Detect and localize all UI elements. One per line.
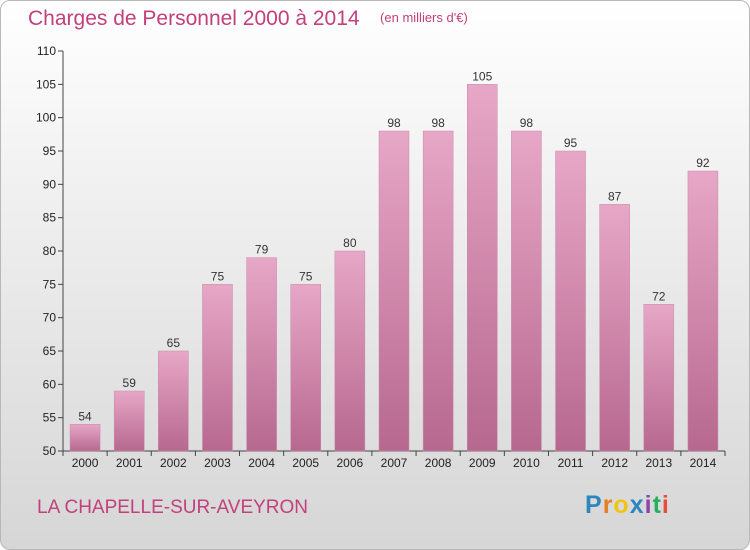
logo-letter: P [585,491,603,519]
bar-2010 [511,130,542,452]
data-label-2007: 98 [387,116,401,130]
x-tick-label-2011: 2011 [558,456,584,470]
x-tick-label-2002: 2002 [160,456,187,470]
logo-letter: i [661,491,670,519]
y-tick-label: 100 [36,111,56,125]
y-tick-label: 55 [43,411,57,425]
x-tick-label-2009: 2009 [469,456,496,470]
bars-group [69,84,719,452]
x-tick-label-2013: 2013 [645,456,672,470]
y-tick-label: 60 [43,377,57,391]
bar-2009 [467,84,498,452]
data-label-2000: 54 [78,409,92,423]
x-tick-label-2004: 2004 [248,456,275,470]
x-tick-label-2003: 2003 [204,456,231,470]
data-label-2013: 72 [652,289,666,303]
proxiti-logo: Proxiti [585,491,670,520]
y-tick-label: 70 [43,311,57,325]
bar-2005 [290,284,321,452]
x-tick-label-2008: 2008 [425,456,452,470]
y-tick-label: 65 [43,344,57,358]
data-label-2012: 87 [608,189,622,203]
logo-letter: t [652,491,662,519]
logo-letter: o [613,491,630,519]
y-tick-label: 50 [43,444,57,458]
data-label-2010: 98 [520,116,534,130]
data-label-2002: 65 [167,336,181,350]
title-row: Charges de Personnel 2000 à 2014 (en mil… [28,7,468,31]
y-tick-label: 80 [43,244,57,258]
data-label-2008: 98 [431,116,445,130]
bar-2013 [643,304,675,452]
bar-2007 [378,130,410,452]
data-label-2006: 80 [343,236,357,250]
y-tick-label: 85 [43,211,57,225]
bar-2014 [687,170,719,452]
bar-2004 [246,257,277,452]
bar-2001 [113,390,145,452]
data-label-2011: 95 [564,136,578,150]
data-labels-group: 54 59 65 75 79 75 80 98 98 105 98 95 87 72 92 [78,69,710,423]
bar-2012 [599,204,630,452]
y-tick-label: 75 [43,277,57,291]
logo-letter: r [602,491,614,519]
logo-letter: x [629,491,645,519]
data-label-2004: 79 [255,243,269,257]
data-label-2005: 75 [299,269,313,283]
x-tick-label-2006: 2006 [337,456,364,470]
y-tick-label: 95 [43,144,57,158]
data-label-2001: 59 [123,376,137,390]
data-label-2014: 92 [696,156,710,170]
bar-2003 [202,284,233,452]
bar-2002 [158,350,189,452]
x-tick-label-2014: 2014 [690,456,717,470]
chart-subtitle: (en milliers d'€) [380,10,468,25]
data-label-2003: 75 [211,269,225,283]
bar-2006 [334,250,366,452]
bar-2008 [422,130,454,452]
y-tick-label: 90 [43,177,57,191]
town-name: LA CHAPELLE-SUR-AVEYRON [37,497,309,518]
y-tick-label: 110 [37,44,56,58]
y-tick-label: 105 [36,77,56,91]
chart-title: Charges de Personnel 2000 à 2014 [28,7,360,30]
bar-2011 [555,150,586,452]
logo-letter: i [644,491,653,519]
x-tick-label-2012: 2012 [601,456,628,470]
x-tick-label-2007: 2007 [381,456,408,470]
bar-2000 [69,424,101,452]
x-tick-label-2010: 2010 [513,456,540,470]
x-tick-label-2001: 2001 [116,456,143,470]
x-tick-label-2005: 2005 [292,456,319,470]
data-label-2009: 105 [472,69,492,83]
x-tick-label-2000: 2000 [72,456,99,470]
